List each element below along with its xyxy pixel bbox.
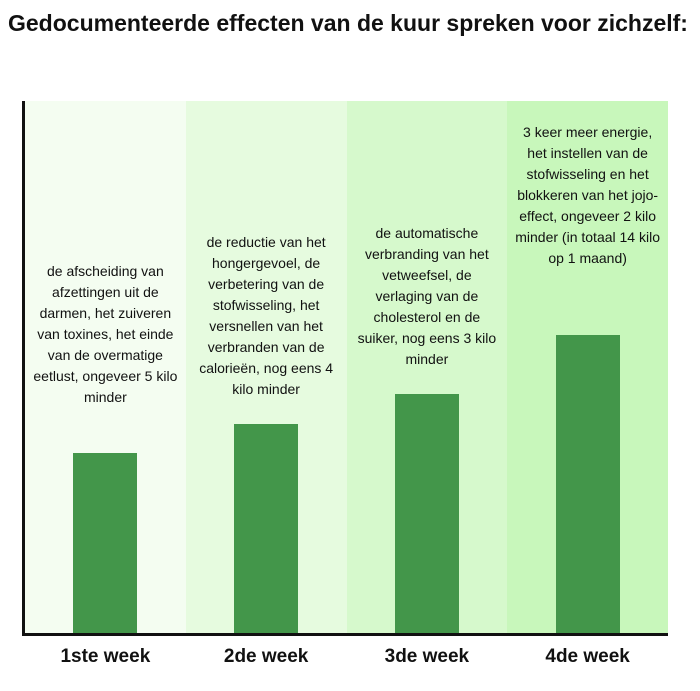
- chart-bar: [73, 453, 138, 633]
- x-tick-label: 4de week: [545, 646, 630, 667]
- x-tick-label: 2de week: [223, 646, 309, 667]
- x-tick-label: 3de week: [384, 646, 470, 667]
- x-axis-line: [22, 633, 668, 636]
- chart-bar: [394, 394, 459, 633]
- chart-bar: [234, 424, 299, 633]
- bar-annotation: de reductie van het hongergevoel, de ver…: [199, 234, 334, 397]
- y-axis-line: [22, 101, 25, 636]
- bar-annotation: de afscheiding van afzettingen uit de da…: [33, 263, 178, 405]
- x-tick-label: 1ste week: [60, 646, 151, 667]
- bar-annotation: de automatische verbranding van het vetw…: [357, 225, 497, 367]
- chart-bar: [555, 335, 620, 633]
- bar-annotation: 3 keer meer energie, het instellen van d…: [515, 124, 660, 266]
- chart-title: Gedocumenteerde effecten van de kuur spr…: [8, 10, 688, 36]
